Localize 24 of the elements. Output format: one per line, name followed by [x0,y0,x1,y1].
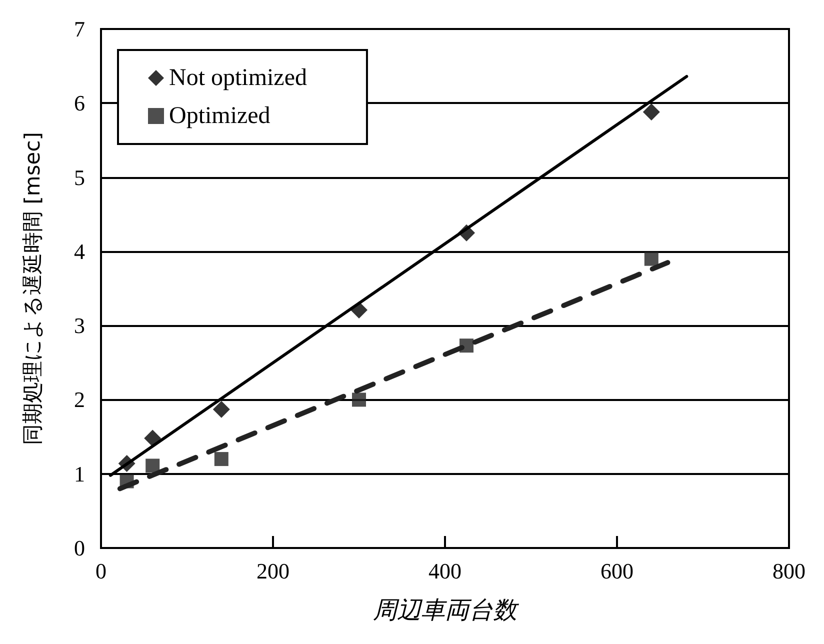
point [214,452,228,466]
point [146,458,160,473]
y-axis-title: 同期処理による遅延時間 [msec] [20,132,44,445]
y-tick-label: 0 [74,536,85,560]
y-tick-label: 2 [74,387,85,412]
point [212,400,230,418]
y-tick-label: 7 [74,16,85,42]
x-tick-label: 400 [428,558,462,584]
y-tick-label: 5 [74,164,85,190]
point [352,392,366,407]
x-tick-label: 0 [96,558,106,584]
y-tick-label: 1 [74,461,85,486]
point [644,252,658,266]
x-tick-label: 600 [600,558,634,584]
y-tick-label: 3 [74,313,85,338]
y-tick-label: 4 [74,238,85,264]
x-tick-label: 200 [256,558,290,584]
x-axis-title: 周辺車両台数 [373,596,520,624]
legend-label: Not optimized [169,65,307,91]
point [642,104,660,121]
legend-label: Optimized [169,103,270,129]
x-tick-label: 800 [772,558,806,584]
y-tick-label: 6 [74,90,85,116]
point [144,430,162,447]
